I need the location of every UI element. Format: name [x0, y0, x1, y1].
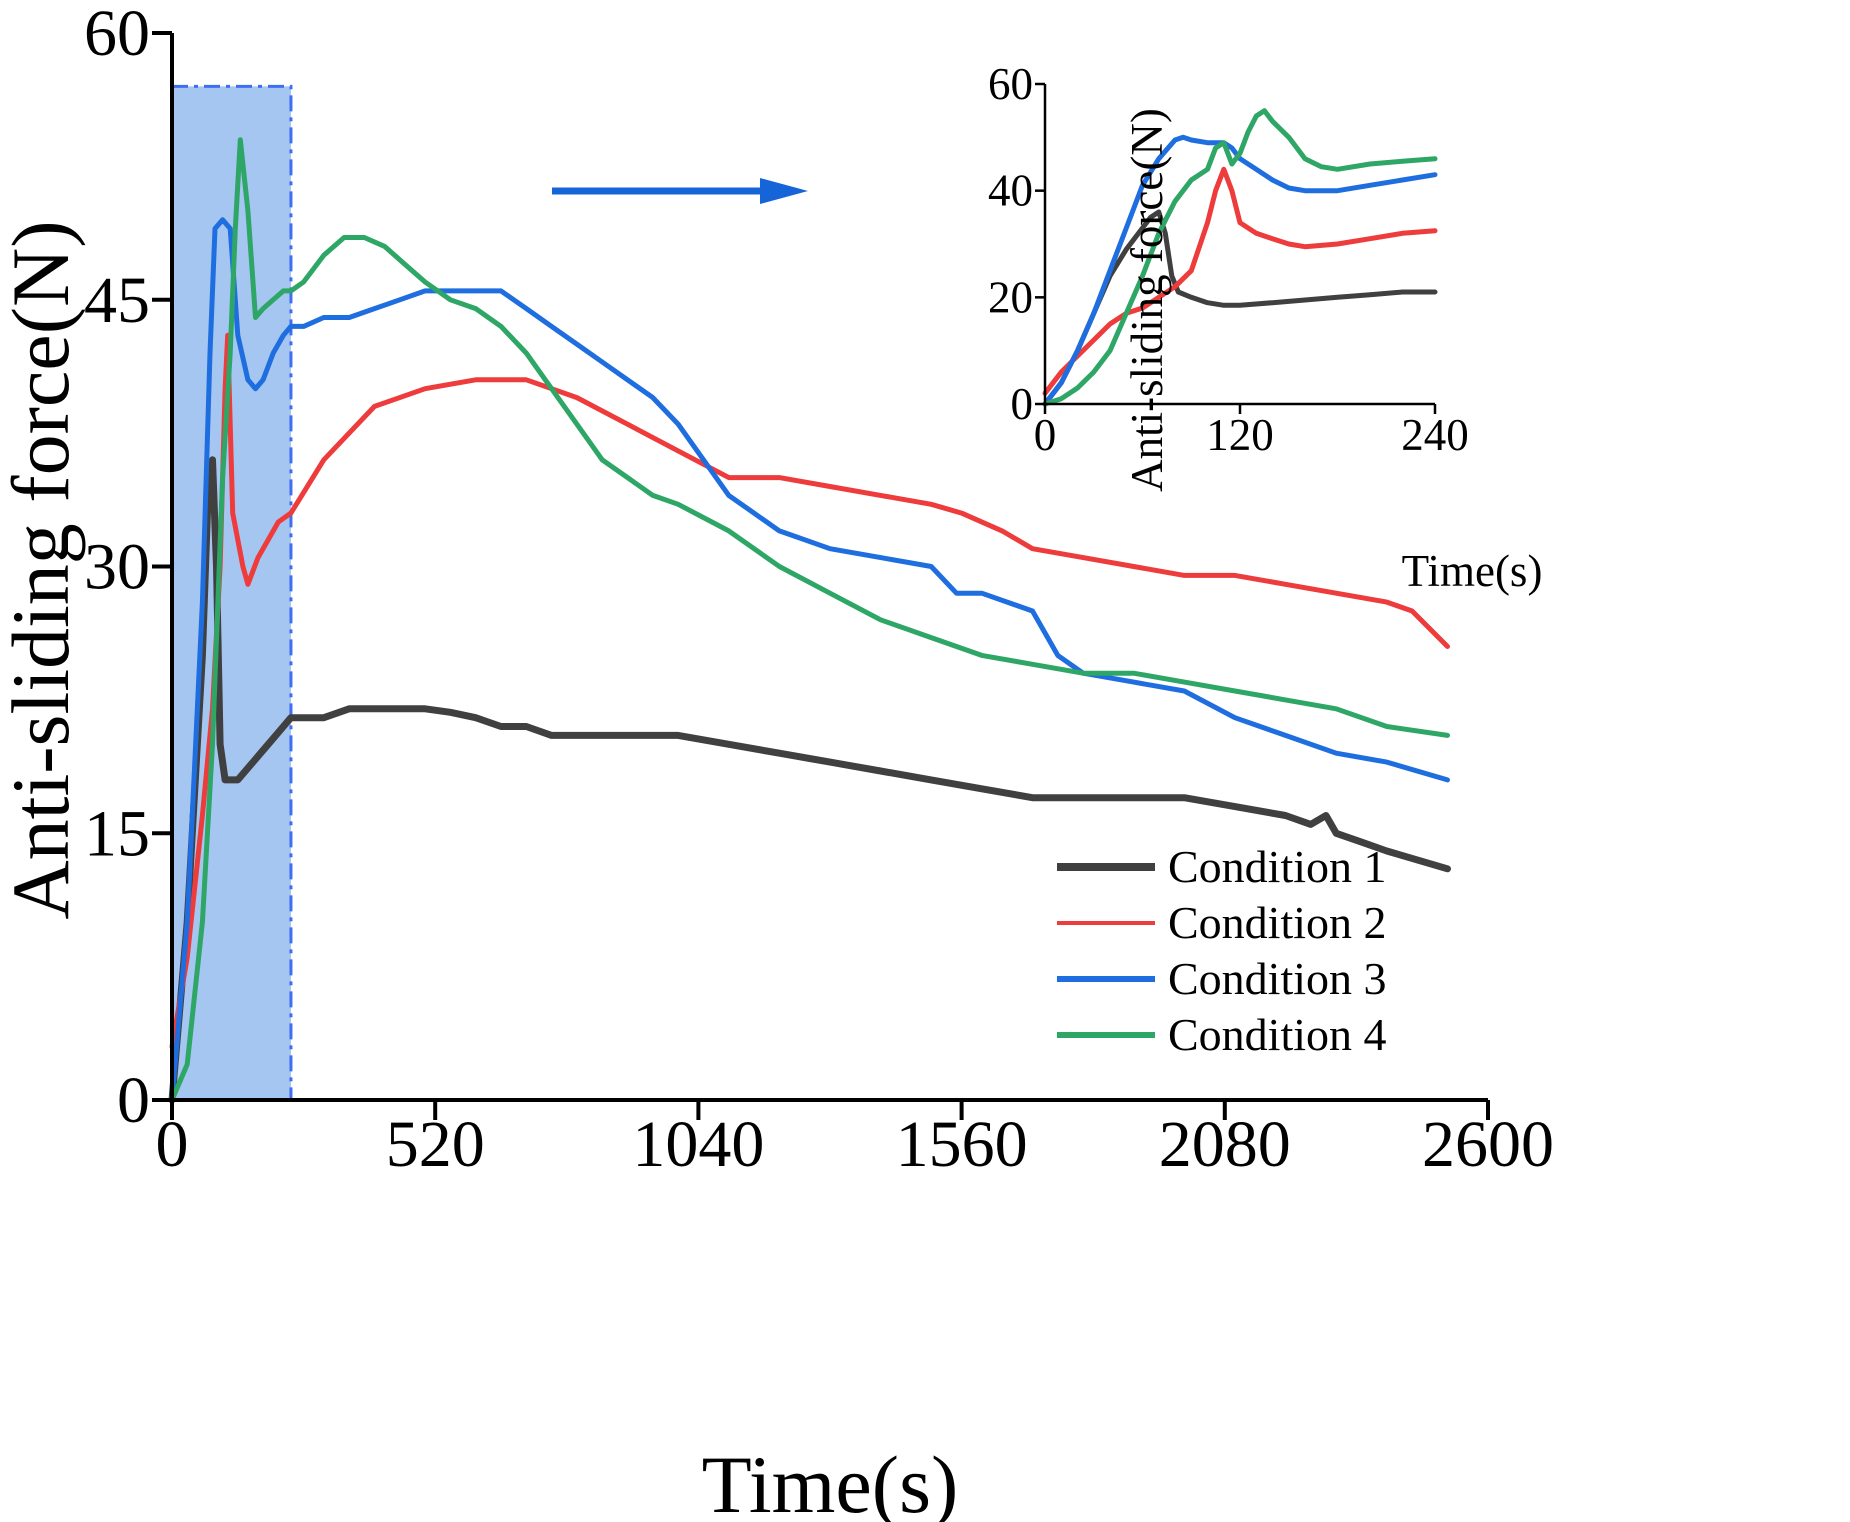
- inset-series-condition-4: [1042, 108, 1438, 407]
- inset-series-group: [1042, 108, 1438, 407]
- y-tick-label-15: 15: [84, 797, 150, 870]
- inset-x-ticks: 0 120 240: [1034, 404, 1469, 460]
- inset-x-axis-title: Time(s): [1402, 546, 1543, 596]
- series-condition-3: [169, 217, 1450, 1103]
- inset-y-tick-label-0: 0: [1011, 379, 1034, 429]
- main-series-group: [168, 137, 1451, 1104]
- y-tick-label-60: 60: [84, 0, 150, 70]
- x-tick-label-1040: 1040: [632, 1108, 764, 1181]
- inset-chart: 0 120 240 0 20 40 60 Time(s) Anti-sliding for…: [988, 59, 1542, 596]
- inset-series-condition-2: [1042, 166, 1438, 396]
- legend-label-condition-4: Condition 4: [1168, 1009, 1387, 1060]
- main-chart: 0 520 1040 1560 2080 2600 0 15 30 45 60 Time(s) A…: [0, 0, 1554, 1522]
- series-condition-2: [169, 332, 1450, 1050]
- inset-series-condition-1: [1042, 209, 1438, 407]
- inset-y-tick-label-60: 60: [988, 59, 1033, 109]
- y-ticks: 0 15 30 45 60: [84, 0, 172, 1137]
- legend-label-condition-3: Condition 3: [1168, 953, 1387, 1004]
- y-axis-title: Anti-sliding force(N): [0, 220, 86, 919]
- y-tick-label-45: 45: [84, 264, 150, 337]
- x-tick-label-2600: 2600: [1422, 1108, 1554, 1181]
- x-ticks: 0 520 1040 1560 2080 2600: [156, 1100, 1554, 1181]
- inset-series-condition-3: [1042, 134, 1438, 407]
- inset-x-tick-label-240: 240: [1401, 410, 1469, 460]
- inset-x-tick-label-0: 0: [1034, 410, 1057, 460]
- y-tick-label-0: 0: [117, 1064, 150, 1137]
- inset-y-axis-title: Anti-sliding force(N): [1122, 108, 1172, 492]
- series-condition-1: [168, 456, 1451, 1104]
- right-arrow-icon: [552, 178, 808, 204]
- series-condition-4: [169, 137, 1450, 1103]
- x-tick-label-2080: 2080: [1159, 1108, 1291, 1181]
- y-tick-label-30: 30: [84, 531, 150, 604]
- x-axis-title: Time(s): [702, 1439, 959, 1522]
- x-tick-label-1560: 1560: [896, 1108, 1028, 1181]
- x-tick-label-520: 520: [386, 1108, 485, 1181]
- inset-y-tick-label-40: 40: [988, 166, 1033, 216]
- legend-label-condition-2: Condition 2: [1168, 897, 1387, 948]
- inset-x-tick-label-120: 120: [1206, 410, 1274, 460]
- inset-y-ticks: 0 20 40 60: [988, 59, 1045, 429]
- x-tick-label-0: 0: [156, 1108, 189, 1181]
- inset-y-tick-label-20: 20: [988, 272, 1033, 322]
- legend-label-condition-1: Condition 1: [1168, 841, 1387, 892]
